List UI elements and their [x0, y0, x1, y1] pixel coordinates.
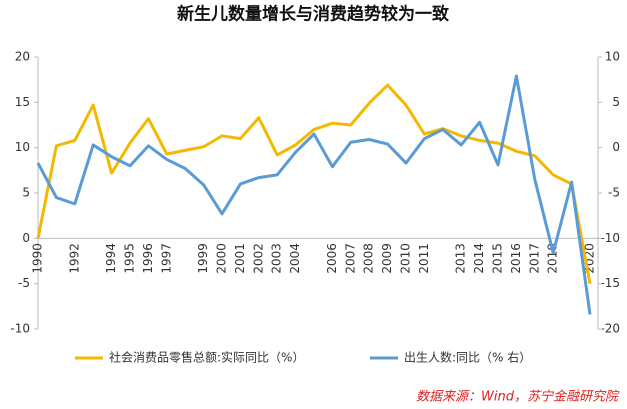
series-line — [36, 74, 592, 315]
x-tick-label: 1995 — [123, 243, 137, 274]
x-tick-label: 2017 — [527, 243, 541, 274]
y-tick-label: 20 — [15, 50, 30, 64]
x-tick-label: 1994 — [104, 243, 118, 274]
chart-title: 新生儿数量增长与消费趋势较为一致 — [177, 4, 450, 25]
x-tick-label: 2011 — [417, 243, 431, 274]
x-tick-label: 1990 — [31, 243, 45, 274]
x-tick-label: 2010 — [399, 243, 413, 274]
x-tick-label: 2004 — [288, 243, 302, 274]
x-tick-label: 1997 — [159, 243, 173, 274]
x-tick-label: 2006 — [325, 243, 339, 274]
x-tick-label: 2002 — [251, 243, 265, 274]
legend-label: 社会消费品零售总额:实际同比（%） — [109, 350, 304, 365]
x-tick-label: 2013 — [454, 243, 468, 274]
y2-tick-label: 0 — [612, 140, 620, 154]
x-tick-label: 2000 — [215, 243, 229, 274]
x-tick-label: 2001 — [233, 243, 247, 274]
y2-tick-label: -10 — [600, 231, 620, 245]
y-tick-label: -5 — [18, 276, 30, 290]
x-tick-label: 1992 — [67, 243, 81, 274]
y2-tick-label: 5 — [612, 95, 620, 109]
y2-tick-label: -20 — [600, 322, 620, 336]
legend-label: 出生人数:同比（% 右） — [404, 350, 531, 365]
x-tick-label: 2009 — [380, 243, 394, 274]
source: 数据来源：Wind，苏宁金融研究院 — [416, 389, 620, 405]
y2-tick-label: -5 — [608, 186, 620, 200]
y-tick-label: 5 — [22, 186, 30, 200]
y-tick-label: 15 — [15, 95, 30, 109]
x-tick-label: 2015 — [491, 243, 505, 274]
x-tick-label: 2014 — [472, 243, 486, 274]
x-tick-label: 2003 — [270, 243, 284, 274]
y2-tick-label: 10 — [605, 50, 620, 64]
x-tick-label: 2008 — [362, 243, 376, 274]
x-tick-label: 2016 — [509, 243, 523, 274]
x-tick-label: 1999 — [196, 243, 210, 274]
y2-tick-label: -15 — [600, 276, 620, 290]
series-line — [36, 83, 592, 284]
y-tick-label: -10 — [10, 322, 30, 336]
x-tick-label: 1996 — [141, 243, 155, 274]
y-tick-label: 0 — [22, 231, 30, 245]
x-tick-label: 2018 — [546, 243, 560, 274]
x-tick-label: 2007 — [343, 243, 357, 274]
y-tick-label: 10 — [15, 140, 30, 154]
